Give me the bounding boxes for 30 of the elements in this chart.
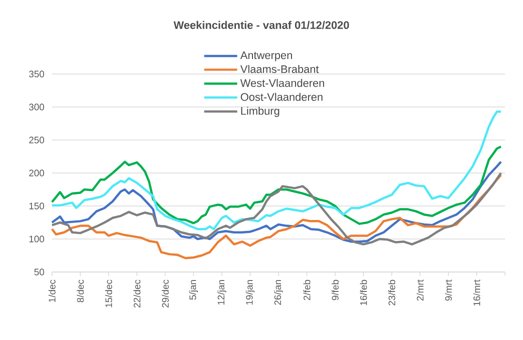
- x-tick-label: 15/dec: [105, 280, 112, 308]
- legend-label: Antwerpen: [240, 51, 292, 62]
- x-tick-label: 12/jan: [217, 280, 226, 305]
- x-tick-label: 2/feb: [303, 280, 310, 300]
- x-tick-label: 23/feb: [388, 280, 396, 306]
- x-tick-label: 1/dec: [48, 280, 56, 302]
- x-tick-label: 2/mrt: [416, 280, 424, 301]
- y-tick-label: 250: [29, 136, 44, 144]
- x-tick-label: 9/feb: [332, 280, 339, 300]
- y-tick-label: 350: [29, 70, 44, 78]
- y-tick-label: 100: [29, 236, 44, 242]
- x-tick-label: 29/dec: [162, 280, 169, 308]
- legend-label: Oost-Vlaanderen: [240, 92, 322, 101]
- x-tick-label: 8/dec: [76, 280, 84, 302]
- legend-label: Limburg: [241, 106, 280, 117]
- y-tick-label: 300: [29, 104, 44, 110]
- legend-label: Vlaams-Brabant: [240, 64, 319, 74]
- y-tick-label: 150: [29, 202, 44, 210]
- y-tick-label: 200: [29, 170, 44, 176]
- x-tick-label: 26/jan: [274, 280, 283, 305]
- y-tick-label: 50: [34, 268, 44, 276]
- x-tick-label: 9/mrt: [444, 280, 452, 301]
- x-tick-label: 16/feb: [360, 280, 367, 306]
- x-tick-label: 22/dec: [133, 280, 140, 308]
- line-series: [50, 145, 502, 225]
- chart-title: Weekincidentie - vanaf 01/12/2020: [174, 20, 349, 30]
- x-tick-label: 16/mrt: [473, 280, 480, 306]
- x-tick-label: 5/jan: [189, 280, 198, 300]
- legend-label: West-Vlaanderen: [240, 78, 324, 87]
- x-tick-label: 19/jan: [246, 280, 255, 305]
